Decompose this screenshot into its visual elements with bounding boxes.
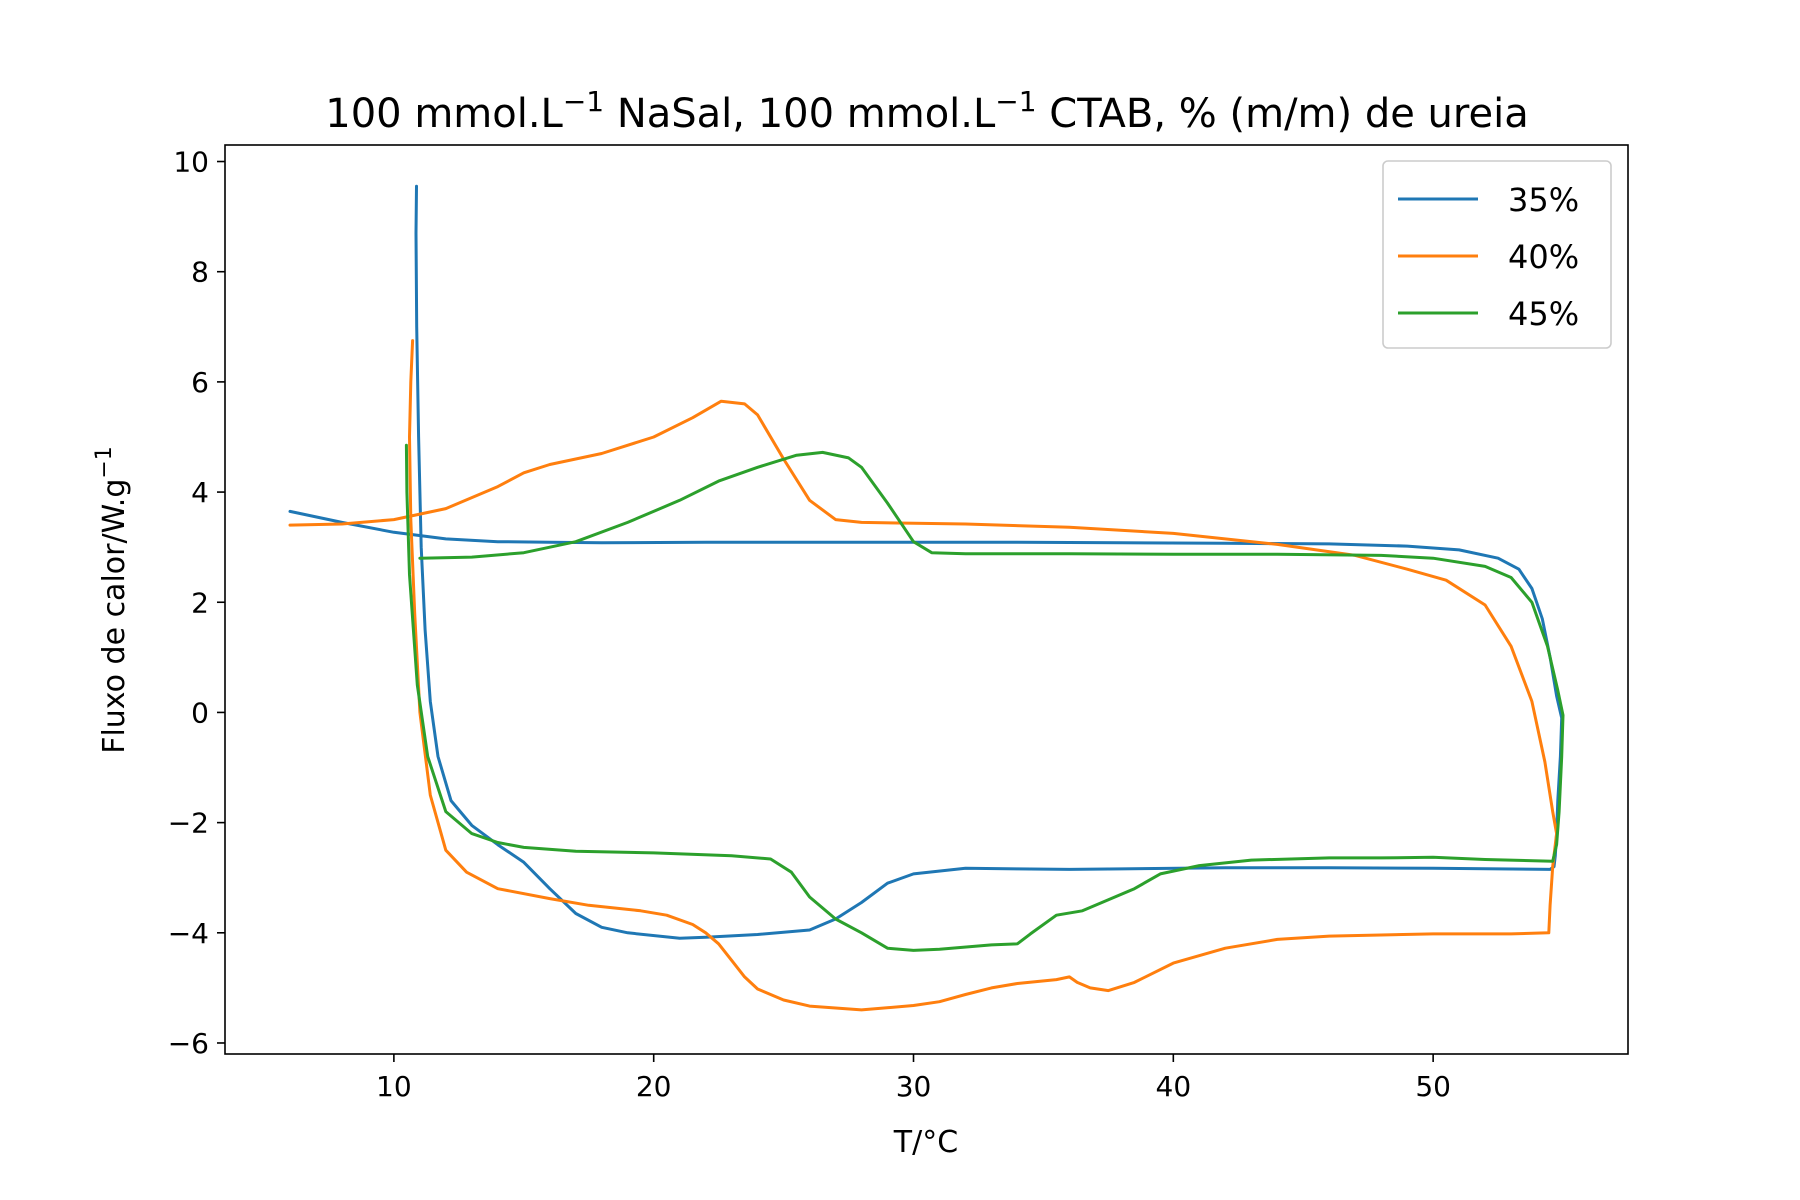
x-tick-label: 40 [1156, 1070, 1192, 1103]
y-tick-label: 6 [191, 366, 209, 399]
x-tick-label: 30 [896, 1070, 932, 1103]
y-axis-label: Fluxo de calor/W.g−1 [92, 446, 132, 754]
y-tick-label: −4 [168, 917, 209, 950]
series-layer [288, 184, 1565, 1012]
y-tick-label: 8 [191, 256, 209, 289]
legend-label-40pct: 40% [1508, 238, 1579, 276]
y-axis-ticks: 10 8 6 4 2 0 −2 −4 −6 [168, 146, 225, 1060]
legend-frame [1382, 160, 1612, 349]
x-axis-ticks: 10 20 30 40 50 [376, 1054, 1451, 1103]
legend-label-45pct: 45% [1508, 295, 1579, 333]
legend-label-35pct: 35% [1508, 181, 1579, 219]
series-line-35pct [288, 184, 1564, 940]
y-tick-label: 10 [173, 146, 209, 179]
x-axis-label: T/°C [893, 1125, 958, 1160]
x-tick-label: 50 [1415, 1070, 1451, 1103]
y-tick-label: −2 [168, 807, 209, 840]
y-tick-label: 0 [191, 696, 209, 729]
legend-items: 35% 40% 45% [1398, 181, 1579, 333]
y-tick-label: 4 [191, 476, 209, 509]
chart-title: 100 mmol.L−1 NaSal, 100 mmol.L−1 CTAB, %… [325, 85, 1528, 137]
x-tick-label: 20 [636, 1070, 672, 1103]
legend: 35% 40% 45% [1382, 160, 1612, 349]
series-line-45pct [404, 443, 1565, 952]
plot-area-frame [224, 144, 1629, 1055]
series-line-40pct [288, 339, 1559, 1012]
y-tick-label: −6 [168, 1027, 209, 1060]
x-tick-label: 10 [376, 1070, 412, 1103]
y-tick-label: 2 [191, 586, 209, 619]
